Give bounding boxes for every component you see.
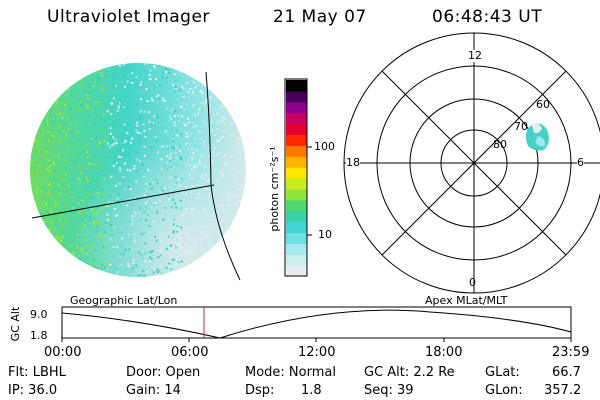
colorbar-segment — [286, 123, 307, 136]
colorbar-segment — [286, 210, 307, 223]
colorbar-segment — [286, 243, 307, 255]
colorbar-segment — [286, 232, 307, 244]
x-tick-2359: 23:59 — [552, 345, 590, 360]
status-flt: Flt: LBHL — [8, 365, 66, 380]
colorbar-segment — [286, 90, 307, 103]
colorbar-segment — [286, 134, 307, 146]
colorbar-segment — [286, 199, 307, 212]
colorbar — [284, 78, 312, 277]
status-glat-label: GLat: — [485, 365, 520, 380]
status-door: Door: Open — [126, 365, 201, 380]
instrument-title: Ultraviolet Imager — [47, 7, 210, 27]
status-gain: Gain: 14 — [126, 383, 181, 398]
colorbar-tick-10: 10 — [318, 228, 332, 241]
status-glat-value: 66.7 — [552, 365, 581, 380]
colorbar-segment — [286, 265, 307, 277]
status-ip: IP: 36.0 — [8, 383, 58, 398]
timeline-y-max: 9.0 — [30, 308, 48, 321]
timeline-y-min: 1.8 — [30, 329, 48, 342]
timeline-y-axis-label: GC Alt — [9, 306, 22, 342]
date-label: 21 May 07 — [273, 7, 367, 27]
colorbar-unit-label: photon cm⁻²s⁻¹ — [268, 146, 281, 232]
mlt-label-6: 6 — [577, 156, 584, 169]
colorbar-segment — [286, 221, 307, 234]
colorbar-segment — [286, 167, 307, 179]
disk-pixels — [30, 63, 246, 277]
colorbar-segment — [286, 156, 307, 168]
colorbar-segment — [286, 101, 307, 114]
lat-label-80: 80 — [493, 138, 507, 151]
geographic-meridian-line — [205, 71, 241, 281]
lat-label-70: 70 — [514, 120, 528, 133]
mlt-label-0: 0 — [469, 276, 476, 289]
timeline-left-label: Geographic Lat/Lon — [70, 294, 178, 307]
colorbar-segment — [286, 178, 307, 190]
x-tick-0600: 06:00 — [171, 345, 209, 360]
status-dsp-label: Dsp: — [245, 383, 275, 398]
status-mode: Mode: Normal — [245, 365, 336, 380]
status-glon-value: 357.2 — [544, 383, 582, 398]
colorbar-tick-100: 100 — [314, 140, 335, 153]
colorbar-segment — [286, 254, 307, 266]
timeline-right-label: Apex MLat/MLT — [425, 294, 508, 307]
geographic-latitude-line — [31, 184, 215, 219]
status-seq: Seq: 39 — [364, 383, 414, 398]
x-tick-0000: 00:00 — [44, 345, 82, 360]
colorbar-segment — [286, 80, 307, 92]
status-glon-label: GLon: — [485, 383, 523, 398]
colorbar-segment — [286, 112, 307, 125]
x-tick-1200: 12:00 — [298, 345, 336, 360]
mlt-label-18: 18 — [346, 156, 360, 169]
colorbar-segment — [286, 188, 307, 201]
colorbar-segment — [286, 145, 307, 157]
mlt-label-12: 12 — [468, 49, 482, 62]
time-label: 06:48:43 UT — [432, 7, 543, 27]
status-gc-alt: GC Alt: 2.2 Re — [364, 365, 455, 380]
x-tick-1800: 18:00 — [425, 345, 463, 360]
status-dsp-value: 1.8 — [301, 383, 322, 398]
lat-label-60: 60 — [536, 98, 550, 111]
